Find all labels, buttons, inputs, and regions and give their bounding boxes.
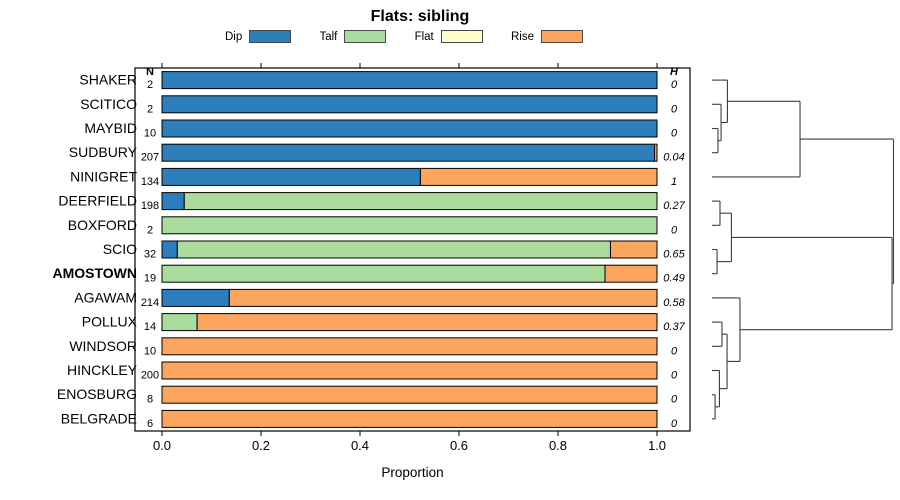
legend-swatch-flat <box>440 30 483 43</box>
bar-segment-rise <box>654 143 658 162</box>
bar-segment-rise <box>161 409 658 428</box>
row-label-pollux: POLLUX <box>82 314 138 330</box>
h-value: 0.65 <box>663 249 685 261</box>
row-label-scitico: SCITICO <box>80 96 137 112</box>
plot-box <box>134 67 691 432</box>
bar-segment-talf <box>176 240 611 259</box>
row-label-windsor: WINDSOR <box>69 338 137 354</box>
bar-segment-dip <box>161 288 230 307</box>
n-value: 8 <box>147 394 153 406</box>
legend-item-dip: Dip <box>225 30 292 43</box>
x-axis-title: Proportion <box>381 465 443 480</box>
n-value: 10 <box>144 345 156 357</box>
legend-label: Dip <box>225 30 243 43</box>
bar-segment-dip <box>161 240 178 259</box>
h-value: 0.49 <box>663 273 684 285</box>
h-column-header: H <box>670 66 679 78</box>
bar-segment-rise <box>419 167 658 186</box>
h-value: 0 <box>671 103 678 115</box>
legend-item-talf: Talf <box>319 30 387 43</box>
n-value: 134 <box>141 176 159 188</box>
n-column-header: N <box>146 66 154 78</box>
bar-segment-dip <box>161 71 658 90</box>
row-label-enosburg: ENOSBURG <box>57 386 137 402</box>
h-value: 0.58 <box>663 297 685 309</box>
bar-segment-dip <box>161 95 658 114</box>
bar-segment-rise <box>196 313 658 332</box>
row-label-scio: SCIO <box>103 241 137 257</box>
h-value: 0 <box>671 370 678 382</box>
row-label-amostown: AMOSTOWN <box>52 265 137 281</box>
row-label-agawam: AGAWAM <box>74 289 137 305</box>
row-label-hinckley: HINCKLEY <box>67 362 138 378</box>
bar-segment-dip <box>161 192 185 211</box>
bar-segment-rise <box>609 240 658 259</box>
h-value: 0 <box>671 418 678 430</box>
legend-label: Flat <box>414 30 434 43</box>
bar-segment-rise <box>604 264 658 283</box>
legend: Dip Talf Flat Rise <box>225 30 583 43</box>
x-axis-tick-label: 0.2 <box>252 438 270 453</box>
bar-segment-rise <box>161 361 658 380</box>
x-axis-tick-label: 0.4 <box>351 438 369 453</box>
n-value: 19 <box>144 273 156 285</box>
x-axis-tick-label: 0.6 <box>450 438 468 453</box>
n-value: 2 <box>147 224 153 236</box>
x-axis-tick-label: 0.0 <box>153 438 171 453</box>
row-label-maybid: MAYBID <box>84 120 137 136</box>
row-label-deerfield: DEERFIELD <box>58 193 137 209</box>
legend-item-flat: Flat <box>415 30 483 43</box>
bar-segment-dip <box>161 167 421 186</box>
legend-label: Rise <box>510 30 534 43</box>
x-axis-tick-label: 1.0 <box>648 438 666 453</box>
h-value: 0 <box>671 345 678 357</box>
legend-item-rise: Rise <box>511 30 583 43</box>
bar-segment-rise <box>161 385 658 404</box>
h-value: 0.04 <box>663 152 684 164</box>
bar-segment-rise <box>228 288 658 307</box>
bar-segment-talf <box>161 264 606 283</box>
h-value: 0.27 <box>663 200 685 212</box>
row-label-ninigret: NINIGRET <box>70 168 137 184</box>
h-value: 1 <box>671 176 677 188</box>
h-value: 0.37 <box>663 321 685 333</box>
legend-label: Talf <box>319 30 338 43</box>
row-label-boxford: BOXFORD <box>68 217 137 233</box>
x-axis-tick-label: 0.8 <box>549 438 567 453</box>
legend-swatch-dip <box>249 30 292 43</box>
legend-swatch-talf <box>344 30 387 43</box>
n-value: 32 <box>144 249 156 261</box>
n-value: 2 <box>147 79 153 91</box>
bar-segment-dip <box>161 119 658 138</box>
bar-segment-rise <box>161 337 658 356</box>
h-value: 0 <box>671 224 678 236</box>
bar-segment-talf <box>161 313 198 332</box>
chart-title: Flats: sibling <box>370 8 470 25</box>
n-value: 200 <box>141 370 159 382</box>
row-label-belgrade: BELGRADE <box>61 410 137 426</box>
n-value: 207 <box>141 152 159 164</box>
n-value: 6 <box>147 418 153 430</box>
legend-swatch-rise <box>540 30 583 43</box>
bar-segment-dip <box>161 143 656 162</box>
n-value: 10 <box>144 128 156 140</box>
h-value: 0 <box>671 394 678 406</box>
bar-segment-talf <box>183 192 658 211</box>
h-value: 0 <box>671 79 678 91</box>
n-value: 14 <box>144 321 156 333</box>
n-value: 214 <box>141 297 159 309</box>
n-value: 198 <box>141 200 159 212</box>
row-label-shaker: SHAKER <box>79 72 137 88</box>
h-value: 0 <box>671 128 678 140</box>
bar-segment-talf <box>161 216 658 235</box>
row-label-sudbury: SUDBURY <box>69 144 138 160</box>
n-value: 2 <box>147 103 153 115</box>
